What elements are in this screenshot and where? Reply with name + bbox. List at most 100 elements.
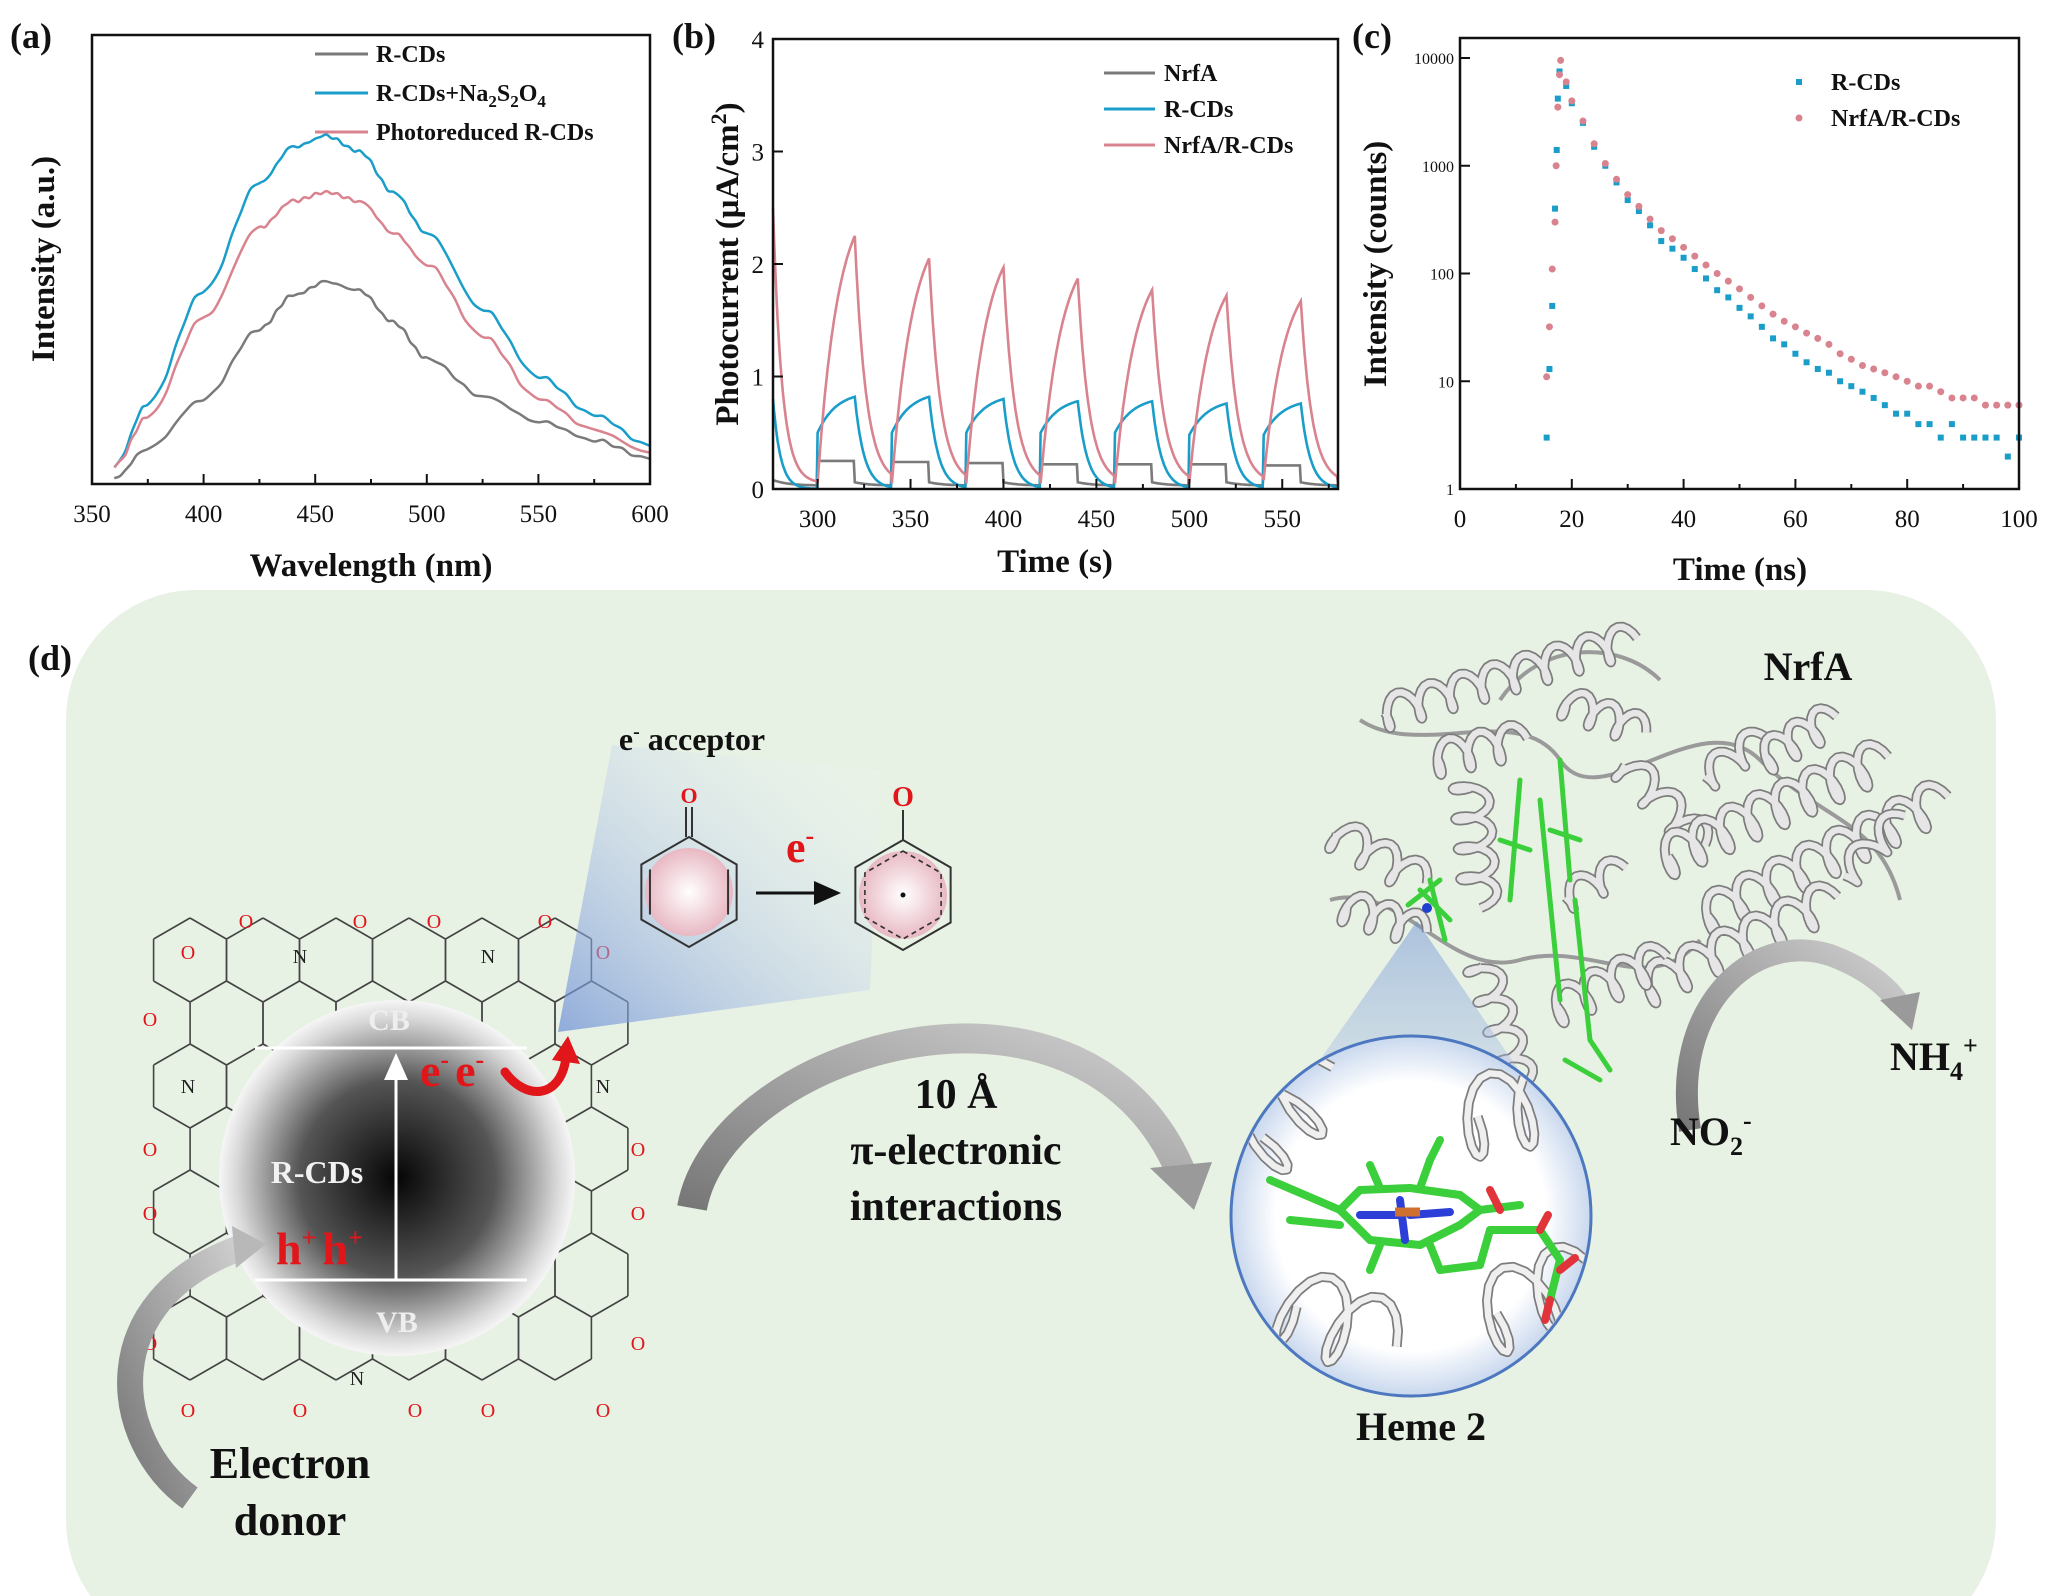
oxygen-atom-label: O <box>631 1333 645 1355</box>
data-point-r-cds <box>1792 350 1799 357</box>
heme-bond <box>1286 1216 1344 1229</box>
heme-stick <box>1497 837 1533 853</box>
protein-helix-highlight <box>1563 856 1628 913</box>
protein-helix-highlight <box>1382 623 1640 732</box>
heme-bond <box>1436 1261 1484 1274</box>
heme-bond <box>1416 1221 1464 1249</box>
panel-a-plot-frame <box>90 33 652 486</box>
data-point-nrfa-r-cds <box>1680 243 1688 251</box>
y-tick-label: 0 <box>752 477 765 504</box>
protein-helix-highlight <box>1612 761 1712 847</box>
data-point-r-cds <box>1736 304 1743 311</box>
x-tick-label: 600 <box>631 501 669 528</box>
data-point-nrfa-r-cds <box>1568 97 1576 105</box>
heme-stick <box>1547 827 1583 843</box>
heme-iron-center <box>1422 903 1432 913</box>
data-point-r-cds <box>1635 208 1642 215</box>
data-point-r-cds <box>1814 365 1821 372</box>
data-point-nrfa-r-cds <box>1892 373 1900 381</box>
data-point-nrfa-r-cds <box>1552 162 1560 170</box>
data-point-r-cds <box>1915 421 1922 428</box>
oxygen-atom-label: O <box>143 1203 157 1225</box>
holes-label: h+ h+ <box>276 1223 363 1274</box>
panel-c-points <box>1543 56 2023 460</box>
data-point-r-cds <box>1691 266 1698 273</box>
data-point-nrfa-r-cds <box>1747 293 1755 301</box>
electron-transfer-arrow-icon <box>500 1053 571 1096</box>
panel-b-ticks: 300 350 400 450 500 550 0 1 2 3 4 <box>752 27 1330 533</box>
x-tick-label: 500 <box>408 501 446 528</box>
data-point-nrfa-r-cds <box>1545 323 1553 331</box>
data-point-nrfa-r-cds <box>1554 103 1562 111</box>
data-point-r-cds <box>1758 323 1765 330</box>
data-point-r-cds <box>1546 365 1553 372</box>
oxygen-atom-label: O <box>143 1139 157 1161</box>
data-point-nrfa-r-cds <box>1981 401 1989 409</box>
heme-bond <box>1336 1206 1374 1244</box>
data-point-nrfa-r-cds <box>1836 350 1844 358</box>
data-point-r-cds <box>1982 434 1989 441</box>
heme-stick <box>1405 877 1443 908</box>
data-point-nrfa-r-cds <box>1803 329 1811 337</box>
panel-label-a: (a) <box>10 16 52 56</box>
x-tick-label: 350 <box>892 506 930 533</box>
series-line-r-cds <box>771 395 1340 491</box>
series-line-r-cds <box>113 279 651 480</box>
cb-label: CB <box>368 1004 410 1037</box>
panel-b-curves <box>771 207 1340 491</box>
heme-bond <box>1356 1184 1414 1194</box>
data-point-r-cds <box>1680 254 1687 261</box>
legend-label: NrfA <box>1164 61 1218 87</box>
donor-arrowhead-icon <box>232 1226 266 1268</box>
data-point-r-cds <box>1893 410 1900 417</box>
nitrogen-atom-label: N <box>481 946 495 968</box>
heme-bond <box>1536 1226 1564 1264</box>
heme-nitrogen-bond <box>1396 1196 1409 1244</box>
data-point-r-cds <box>1926 421 1933 428</box>
heme-stick <box>1537 797 1563 1003</box>
oxygen-atom-label: O <box>680 783 697 808</box>
data-point-nrfa-r-cds <box>1769 310 1777 318</box>
legend-label-part: 4 <box>537 92 546 111</box>
panel-c-x-axis-label: Time (ns) <box>1673 552 1807 588</box>
electron-donor-label-line1: Electron <box>210 1439 371 1488</box>
data-point-nrfa-r-cds <box>1702 261 1710 269</box>
x-tick-label: 450 <box>296 501 334 528</box>
distance-label: 10 Å <box>915 1072 999 1118</box>
x-tick-label: 550 <box>520 501 558 528</box>
panel-a-curves <box>113 133 651 480</box>
y-tick-label: 1 <box>1446 482 1454 499</box>
heme-bond <box>1456 1191 1484 1214</box>
panel-a: (a) 350 400 450 500 550 600 R-CDsR-CDs+Na2S2O… <box>10 16 669 584</box>
oxygen-atom-label: O <box>892 782 914 813</box>
x-tick-label: 450 <box>1078 506 1116 533</box>
data-point-nrfa-r-cds <box>1847 355 1855 363</box>
legend-label: R-CDs+Na2S2O4 <box>376 81 546 111</box>
data-point-nrfa-r-cds <box>1948 394 1956 402</box>
data-point-nrfa-r-cds <box>1562 78 1570 86</box>
data-point-r-cds <box>1937 434 1944 441</box>
protein-helix-highlight <box>1449 782 1501 912</box>
oxygen-atom-label: O <box>481 1400 495 1422</box>
benzene-ring <box>640 835 738 949</box>
data-point-r-cds <box>1770 335 1777 342</box>
legend-label-part: 2 <box>510 92 519 111</box>
protein-helix-highlight <box>1661 740 1891 879</box>
data-point-r-cds <box>1837 378 1844 385</box>
heme-bond <box>1426 1136 1444 1164</box>
heme-bond <box>1426 1241 1444 1274</box>
data-point-r-cds <box>1960 434 1967 441</box>
data-point-nrfa-r-cds <box>1624 191 1632 199</box>
heme-bond <box>1366 1236 1424 1249</box>
y-tick-label: 10 <box>1438 374 1454 391</box>
data-point-nrfa-r-cds <box>1791 323 1799 331</box>
x-tick-label: 500 <box>1171 506 1209 533</box>
series-line-photoreduced-r-cds <box>113 189 651 469</box>
protein-helix-highlight <box>1325 823 1431 886</box>
oxygen-atom-label: O <box>596 1400 610 1422</box>
oxygen-atom-label: O <box>353 911 367 933</box>
oxygen-atom-label: O <box>143 1009 157 1031</box>
heme-oxygen-bond <box>1541 1296 1554 1324</box>
nrfa-protein-structure <box>1324 621 1952 1091</box>
